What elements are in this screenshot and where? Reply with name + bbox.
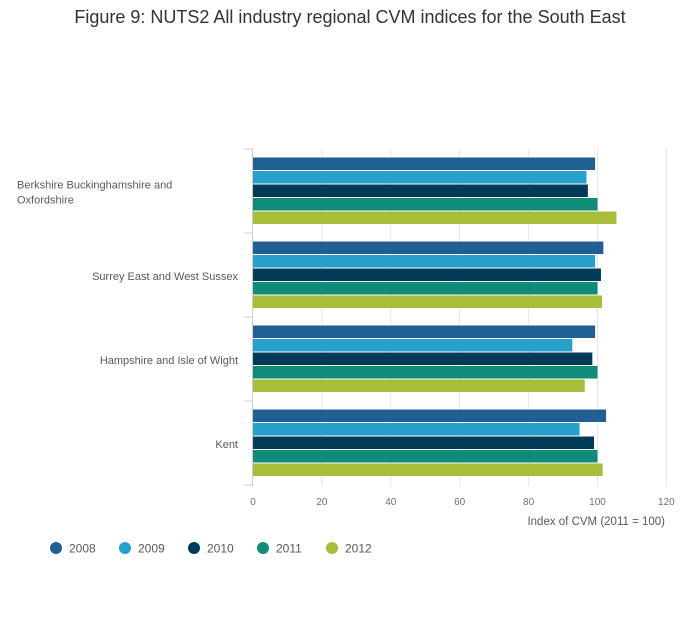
- bar-2012-3[interactable]: [253, 379, 585, 393]
- legend-marker-2011[interactable]: [257, 542, 269, 554]
- bar-2011-2[interactable]: [253, 282, 598, 295]
- bar-2009-4[interactable]: [253, 423, 580, 436]
- bar-2010-1[interactable]: [253, 184, 588, 198]
- category-label: Oxfordshire: [17, 195, 74, 207]
- category-label: Surrey East and West Sussex: [92, 271, 238, 283]
- bar-2010-4[interactable]: [253, 436, 595, 450]
- bar-2009-2[interactable]: [253, 255, 596, 268]
- legend-label-2008[interactable]: 2008: [69, 542, 96, 556]
- bar-2010-3[interactable]: [253, 352, 593, 366]
- legend-marker-2008[interactable]: [50, 542, 62, 554]
- category-label: Hampshire and Isle of Wight: [100, 355, 238, 367]
- x-tick-label-60: 60: [454, 497, 466, 508]
- bar-2008-1[interactable]: [253, 157, 596, 171]
- legend-marker-2010[interactable]: [188, 542, 200, 554]
- x-tick-label-0: 0: [250, 497, 256, 508]
- bar-2011-3[interactable]: [253, 366, 598, 379]
- bar-2011-1[interactable]: [253, 198, 598, 211]
- bar-2009-3[interactable]: [253, 339, 573, 352]
- category-label: Kent: [215, 439, 238, 451]
- x-tick-label-80: 80: [523, 497, 535, 508]
- bar-2009-1[interactable]: [253, 171, 587, 184]
- bar-2008-3[interactable]: [253, 325, 596, 339]
- bar-2011-4[interactable]: [253, 450, 598, 463]
- x-tick-label-100: 100: [589, 497, 606, 508]
- bar-2012-1[interactable]: [253, 211, 617, 225]
- x-tick-label-20: 20: [316, 497, 328, 508]
- legend-label-2009[interactable]: 2009: [138, 542, 165, 556]
- legend-marker-2009[interactable]: [119, 542, 131, 554]
- bar-2012-2[interactable]: [253, 295, 602, 309]
- legend-label-2010[interactable]: 2010: [207, 542, 234, 556]
- x-axis-title: Index of CVM (2011 = 100): [527, 516, 665, 528]
- bar-2012-4[interactable]: [253, 463, 603, 477]
- legend-marker-2012[interactable]: [326, 542, 338, 554]
- chart-title: Figure 9: NUTS2 All industry regional CV…: [74, 7, 626, 27]
- bar-2008-2[interactable]: [253, 241, 604, 255]
- bar-2008-4[interactable]: [253, 409, 607, 423]
- bar-2010-2[interactable]: [253, 268, 601, 282]
- x-tick-label-120: 120: [658, 497, 675, 508]
- legend-label-2011[interactable]: 2011: [276, 542, 302, 556]
- legend-label-2012[interactable]: 2012: [345, 542, 372, 556]
- x-tick-label-40: 40: [385, 497, 397, 508]
- category-label: Berkshire Buckinghamshire and: [17, 180, 172, 192]
